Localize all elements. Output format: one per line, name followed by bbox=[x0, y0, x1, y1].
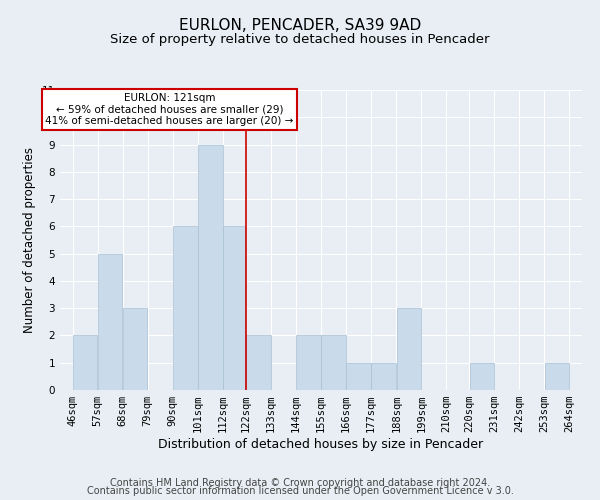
Bar bbox=[73, 336, 97, 390]
Bar bbox=[246, 336, 271, 390]
Bar bbox=[397, 308, 421, 390]
Bar bbox=[223, 226, 245, 390]
Bar bbox=[198, 144, 223, 390]
Bar bbox=[173, 226, 197, 390]
Text: Contains HM Land Registry data © Crown copyright and database right 2024.: Contains HM Land Registry data © Crown c… bbox=[110, 478, 490, 488]
Bar bbox=[123, 308, 148, 390]
X-axis label: Distribution of detached houses by size in Pencader: Distribution of detached houses by size … bbox=[158, 438, 484, 451]
Bar bbox=[371, 362, 396, 390]
Y-axis label: Number of detached properties: Number of detached properties bbox=[23, 147, 37, 333]
Text: Contains public sector information licensed under the Open Government Licence v : Contains public sector information licen… bbox=[86, 486, 514, 496]
Bar bbox=[322, 336, 346, 390]
Bar bbox=[545, 362, 569, 390]
Text: EURLON: 121sqm
← 59% of detached houses are smaller (29)
41% of semi-detached ho: EURLON: 121sqm ← 59% of detached houses … bbox=[46, 93, 294, 126]
Bar bbox=[470, 362, 494, 390]
Bar bbox=[296, 336, 320, 390]
Bar bbox=[346, 362, 371, 390]
Bar bbox=[98, 254, 122, 390]
Text: EURLON, PENCADER, SA39 9AD: EURLON, PENCADER, SA39 9AD bbox=[179, 18, 421, 32]
Text: Size of property relative to detached houses in Pencader: Size of property relative to detached ho… bbox=[110, 32, 490, 46]
